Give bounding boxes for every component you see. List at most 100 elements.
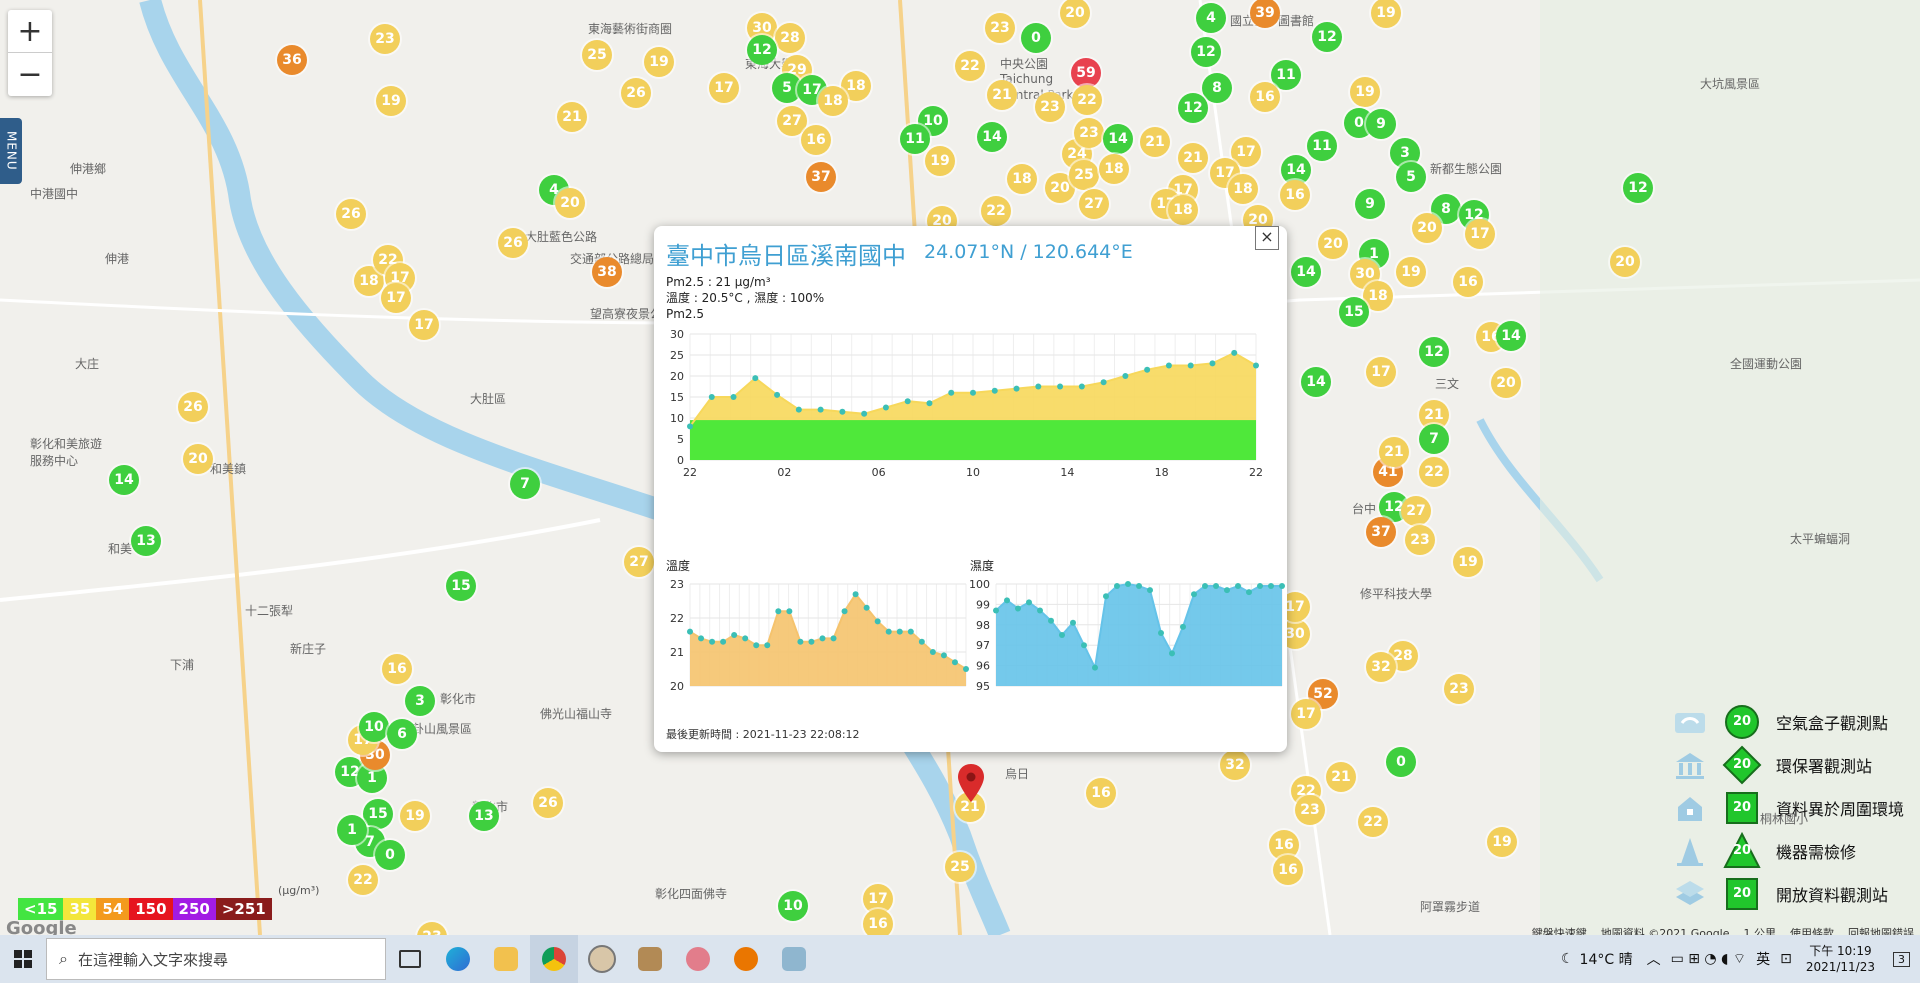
station-marker[interactable]: 19	[1487, 827, 1517, 857]
station-marker[interactable]: 9	[1366, 109, 1396, 139]
station-marker[interactable]: 11	[1307, 131, 1337, 161]
station-marker[interactable]: 12	[1178, 93, 1208, 123]
station-marker[interactable]: 21	[1379, 437, 1409, 467]
station-marker[interactable]: 17	[1291, 699, 1321, 729]
station-marker[interactable]: 12	[1191, 37, 1221, 67]
station-marker[interactable]: 25	[1069, 160, 1099, 190]
station-marker[interactable]: 14	[109, 465, 139, 495]
station-marker[interactable]: 0	[375, 840, 405, 870]
tray-icons[interactable]: ▭ ⊞ ◔ ◖ ⌔	[1670, 951, 1747, 967]
station-marker[interactable]: 27	[777, 106, 807, 136]
station-marker[interactable]: 12	[747, 35, 777, 65]
map[interactable]: 東海藝術街商圈東海大學國立臺中圖書館中央公園TaichungCentral Pa…	[0, 0, 1920, 935]
station-marker[interactable]: 23	[1405, 525, 1435, 555]
station-marker[interactable]: 15	[1339, 297, 1369, 327]
station-marker[interactable]: 14	[1301, 367, 1331, 397]
station-marker[interactable]: 18	[1007, 164, 1037, 194]
start-button[interactable]	[0, 935, 46, 983]
station-marker[interactable]: 19	[400, 801, 430, 831]
station-marker[interactable]: 1	[337, 815, 367, 845]
station-marker[interactable]: 22	[1072, 85, 1102, 115]
station-marker[interactable]: 8	[1202, 73, 1232, 103]
station-marker[interactable]: 22	[981, 196, 1011, 226]
station-marker[interactable]: 16	[863, 909, 893, 935]
station-marker[interactable]: 18	[1363, 281, 1393, 311]
station-marker[interactable]: 20	[1610, 247, 1640, 277]
location-pin-icon[interactable]	[958, 764, 984, 808]
station-marker[interactable]: 21	[557, 102, 587, 132]
station-marker[interactable]: 18	[841, 71, 871, 101]
chevron-up-icon[interactable]: ︿	[1646, 952, 1661, 968]
station-marker[interactable]: 9	[1355, 189, 1385, 219]
station-marker[interactable]: 39	[1250, 0, 1280, 28]
station-marker[interactable]: 18	[1168, 195, 1198, 225]
station-marker[interactable]: 17	[409, 310, 439, 340]
station-marker[interactable]: 11	[1271, 60, 1301, 90]
task-view-icon[interactable]	[386, 935, 434, 983]
station-marker[interactable]: 32	[1366, 652, 1396, 682]
station-marker[interactable]: 14	[1103, 124, 1133, 154]
station-marker[interactable]: 23	[1035, 92, 1065, 122]
station-marker[interactable]: 23	[1444, 674, 1474, 704]
clock[interactable]: 下午 10:19 2021/11/23	[1806, 943, 1875, 975]
station-marker[interactable]: 7	[510, 469, 540, 499]
station-marker[interactable]: 23	[985, 13, 1015, 43]
station-marker[interactable]: 37	[1366, 517, 1396, 547]
station-marker[interactable]: 4	[1196, 3, 1226, 33]
station-marker[interactable]: 19	[1371, 0, 1401, 28]
app-compass-icon[interactable]	[578, 935, 626, 983]
station-marker[interactable]: 26	[336, 199, 366, 229]
station-marker[interactable]: 21	[1140, 127, 1170, 157]
station-marker[interactable]: 16	[1269, 830, 1299, 860]
station-marker[interactable]: 38	[592, 257, 622, 287]
station-marker[interactable]: 10	[359, 712, 389, 742]
station-marker[interactable]: 19	[925, 146, 955, 176]
station-marker[interactable]: 7	[1419, 424, 1449, 454]
station-marker[interactable]: 32	[1220, 750, 1250, 780]
station-marker[interactable]: 36	[277, 45, 307, 75]
station-marker[interactable]: 19	[1396, 257, 1426, 287]
file-explorer-icon[interactable]	[482, 935, 530, 983]
station-marker[interactable]: 18	[1228, 174, 1258, 204]
station-marker[interactable]: 23	[1074, 118, 1104, 148]
station-marker[interactable]: 37	[806, 162, 836, 192]
app-paint-icon[interactable]	[674, 935, 722, 983]
chrome-icon[interactable]	[530, 935, 578, 983]
station-marker[interactable]: 17	[863, 884, 893, 914]
station-marker[interactable]: 20	[183, 444, 213, 474]
ime-indicator[interactable]: 英	[1756, 952, 1771, 968]
station-marker[interactable]: 28	[1388, 641, 1418, 671]
station-marker[interactable]: 22	[1358, 807, 1388, 837]
station-marker[interactable]: 21	[987, 80, 1017, 110]
zoom-in-button[interactable]: +	[8, 10, 52, 53]
station-marker[interactable]: 17	[381, 283, 411, 313]
station-marker[interactable]: 3	[405, 686, 435, 716]
app-gimp-icon[interactable]	[626, 935, 674, 983]
station-marker[interactable]: 21	[1419, 400, 1449, 430]
station-marker[interactable]: 15	[363, 799, 393, 829]
station-marker[interactable]: 0	[1386, 747, 1416, 777]
app-blender-icon[interactable]	[722, 935, 770, 983]
station-marker[interactable]: 17	[1465, 219, 1495, 249]
app-3d-icon[interactable]	[770, 935, 818, 983]
station-marker[interactable]: 16	[1453, 267, 1483, 297]
station-marker[interactable]: 23	[417, 922, 447, 935]
station-marker[interactable]: 25	[582, 40, 612, 70]
station-marker[interactable]: 6	[387, 719, 417, 749]
station-marker[interactable]: 19	[1453, 547, 1483, 577]
weather-icon[interactable]: ☾	[1560, 951, 1574, 967]
station-marker[interactable]: 20	[1318, 229, 1348, 259]
notification-icon[interactable]: 3	[1893, 951, 1910, 967]
station-marker[interactable]: 18	[818, 86, 848, 116]
station-marker[interactable]: 14	[1496, 321, 1526, 351]
station-marker[interactable]: 23	[1295, 795, 1325, 825]
station-marker[interactable]: 26	[621, 78, 651, 108]
station-marker[interactable]: 16	[382, 654, 412, 684]
station-marker[interactable]: 16	[1086, 778, 1116, 808]
station-marker[interactable]: 12	[1312, 22, 1342, 52]
station-marker[interactable]: 17	[709, 73, 739, 103]
station-marker[interactable]: 17	[1366, 357, 1396, 387]
input-mode-icon[interactable]: ⊡	[1780, 951, 1792, 967]
station-marker[interactable]: 19	[1350, 77, 1380, 107]
station-marker[interactable]: 22	[955, 51, 985, 81]
